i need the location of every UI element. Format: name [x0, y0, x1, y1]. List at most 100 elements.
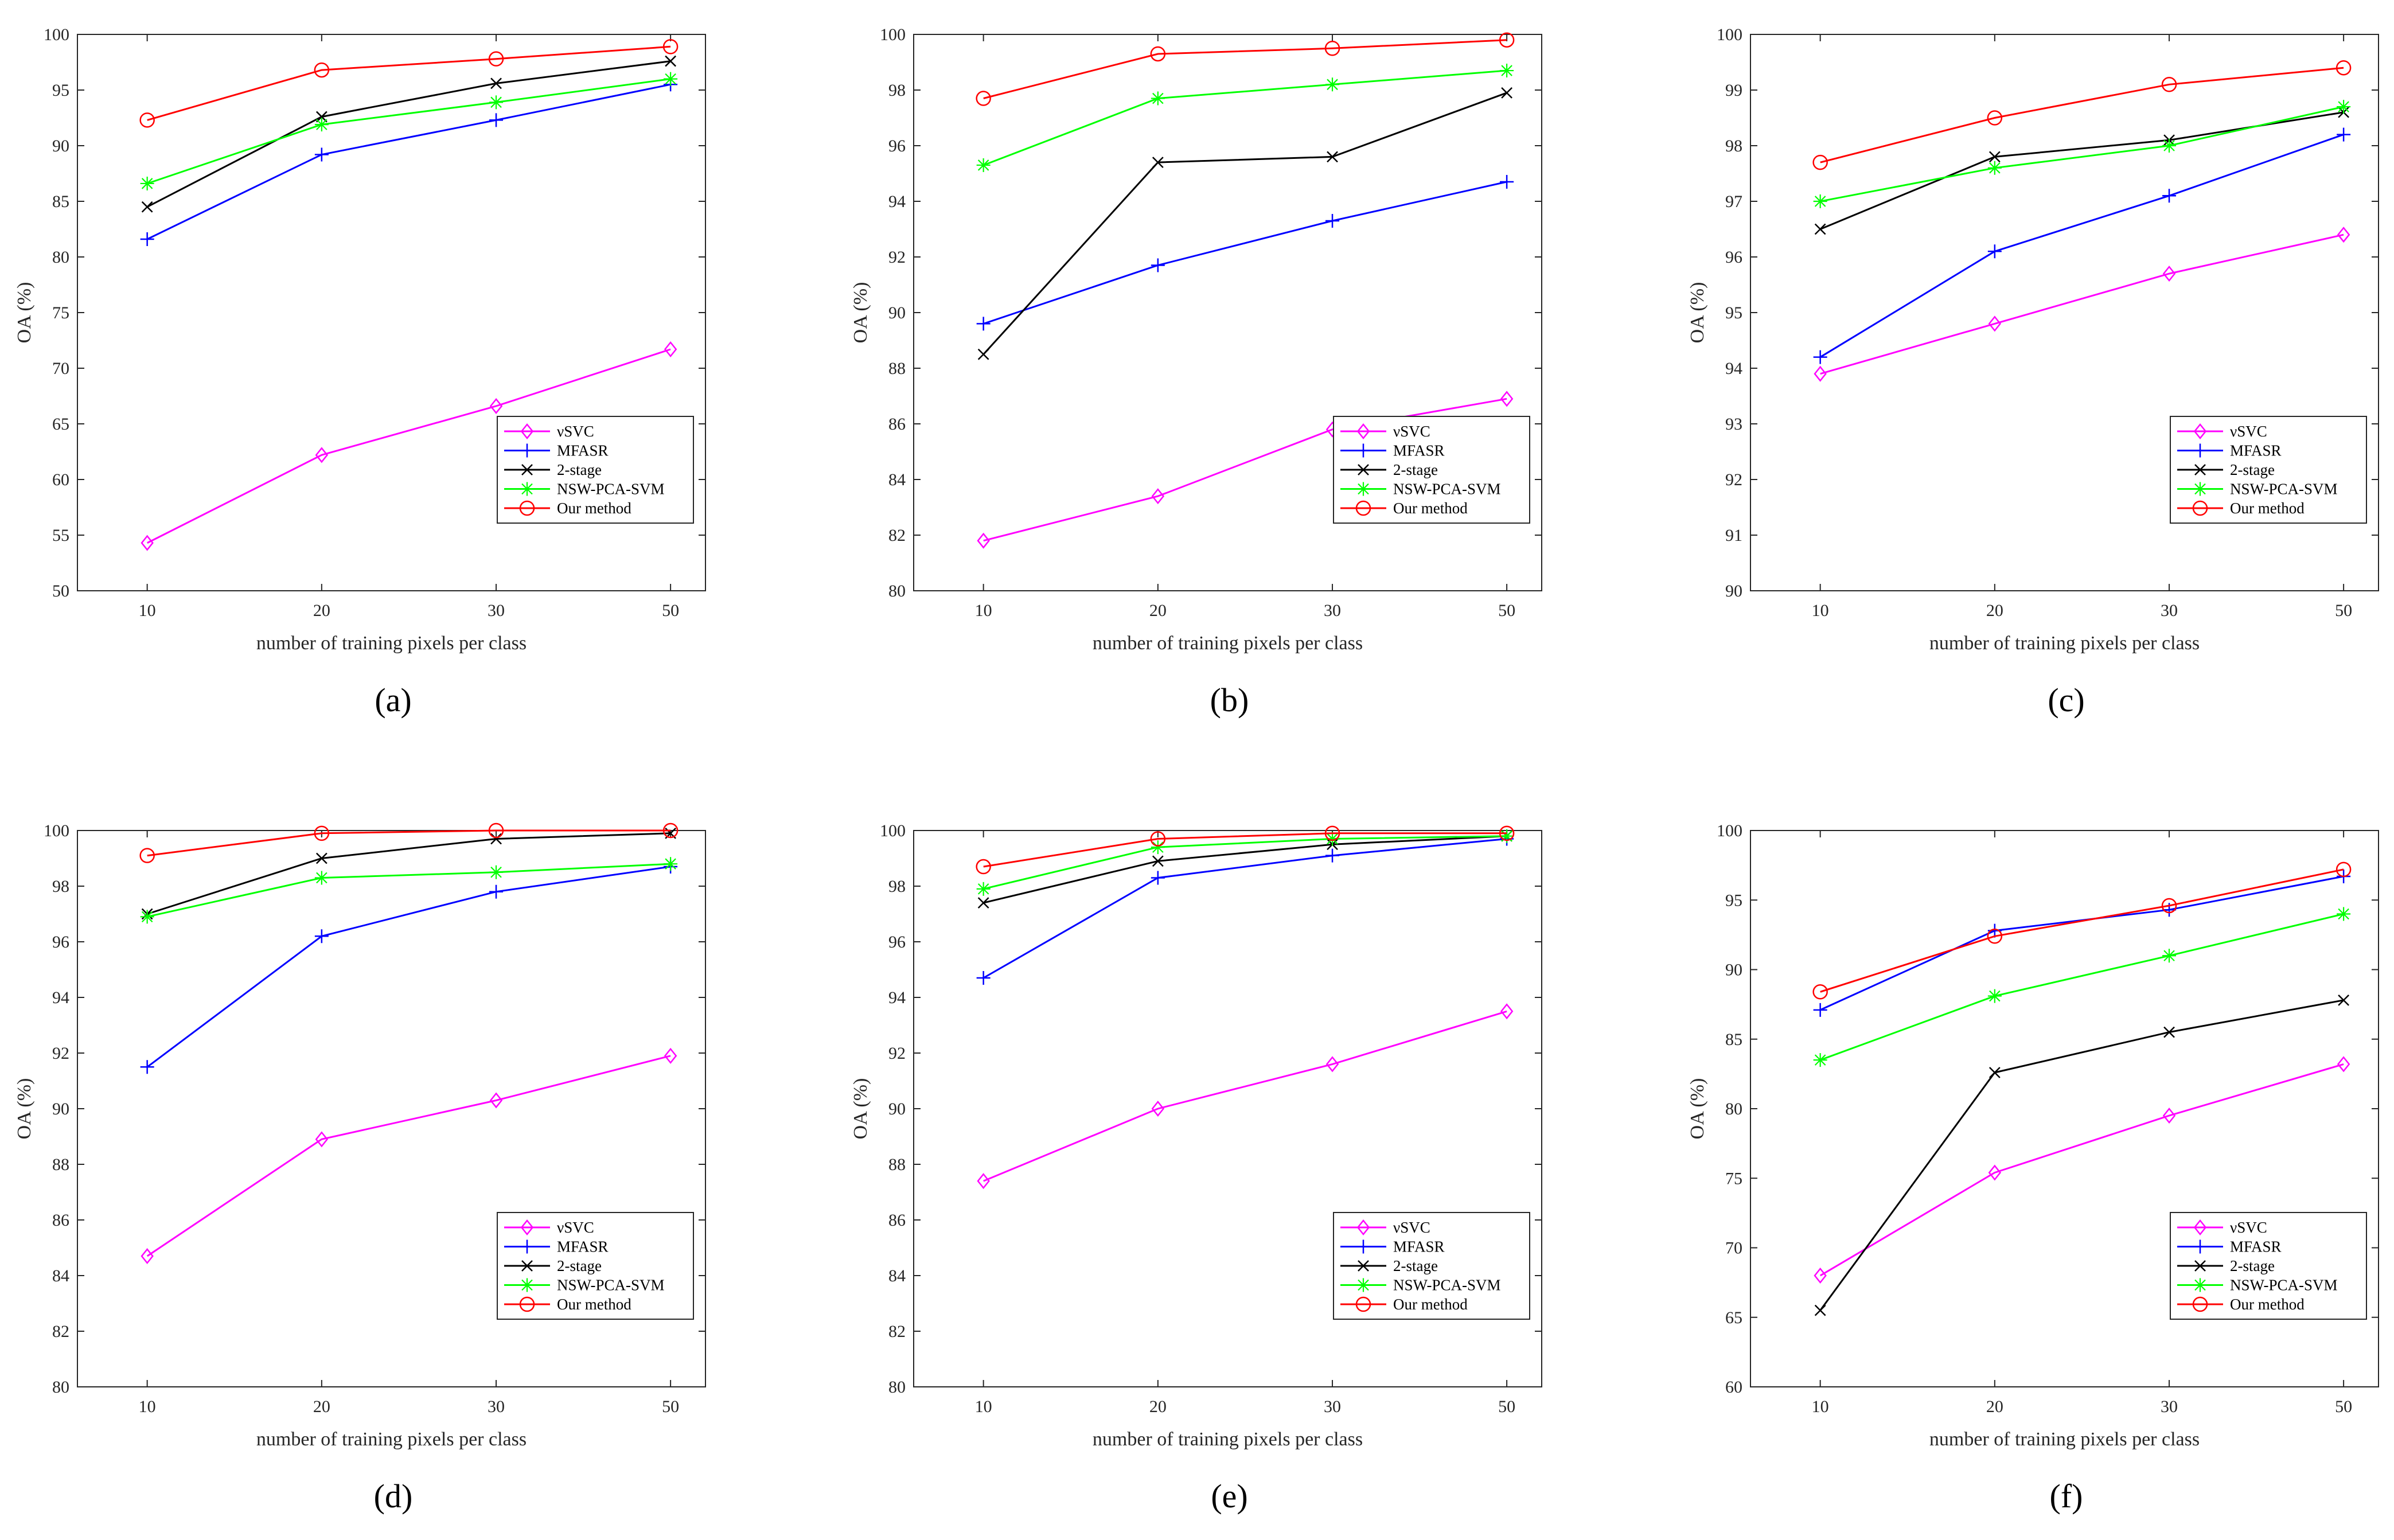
data-point-star [489, 95, 504, 110]
data-point-x [1814, 1304, 1826, 1316]
legend-marker-x [521, 464, 533, 475]
data-point-star [2337, 100, 2351, 114]
series-line-circle [1820, 868, 2344, 993]
data-point-circle [2335, 861, 2352, 878]
y-tick-label: 60 [1725, 1378, 1742, 1397]
panel-caption: (d) [374, 1477, 413, 1515]
y-tick-label: 96 [1725, 248, 1742, 267]
data-point-x [2163, 1026, 2175, 1038]
data-point-star [2162, 949, 2177, 963]
y-tick-label: 100 [880, 25, 906, 44]
y-tick-label: 93 [1725, 415, 1742, 434]
y-tick-label: 80 [52, 248, 69, 267]
data-point-star [976, 882, 991, 896]
x-axis-label: number of training pixels per class [256, 1429, 527, 1450]
x-tick-label: 20 [1149, 1397, 1167, 1416]
data-point-x [1152, 157, 1164, 168]
y-tick-label: 96 [52, 933, 69, 952]
data-point-diamond [1500, 1003, 1514, 1020]
series-line-plus [983, 181, 1507, 325]
panel-caption: (e) [1211, 1477, 1247, 1515]
x-tick-label: 50 [1498, 1397, 1515, 1416]
legend-label: NSW-PCA-SVM [2230, 481, 2338, 498]
data-point-plus [1151, 871, 1165, 885]
y-tick-label: 94 [888, 192, 906, 211]
data-point-diamond [489, 397, 503, 414]
data-point-diamond [315, 1131, 329, 1148]
legend-label: Our method [1393, 500, 1468, 517]
legend-marker-star [2193, 482, 2207, 496]
legend-label: MFASR [557, 1238, 609, 1256]
legend-label: MFASR [557, 442, 609, 459]
legend-label: 2-stage [2230, 1257, 2275, 1274]
legend-marker-plus [2193, 1239, 2207, 1254]
data-point-x [665, 55, 677, 67]
legend-marker-plus [1356, 443, 1370, 458]
y-tick-label: 90 [1725, 582, 1742, 601]
legend-marker-diamond [520, 1219, 534, 1236]
legend-label: NSW-PCA-SVM [1393, 1277, 1501, 1294]
legend-label: Our method [557, 500, 631, 517]
legend-label: NSW-PCA-SVM [1393, 481, 1501, 498]
y-tick-label: 90 [1725, 961, 1742, 980]
y-tick-label: 86 [888, 1211, 906, 1230]
chart-panel-c: 90 91 92 93 94 95 96 97 98 99 100 10 20 30 50 number of… [1687, 25, 2379, 719]
data-point-star [1325, 832, 1340, 846]
data-point-circle [2161, 898, 2177, 914]
x-tick-label: 30 [2161, 601, 2178, 620]
data-point-star [1813, 1053, 1827, 1067]
y-tick-label: 95 [1725, 303, 1742, 322]
series-line-x [1820, 111, 2344, 230]
series-line-diamond [983, 397, 1507, 542]
data-point-circle [139, 112, 155, 128]
data-point-circle [2335, 60, 2352, 76]
data-point-plus [1813, 1003, 1827, 1017]
x-tick-label: 20 [313, 1397, 330, 1416]
series-line-circle [147, 45, 671, 121]
data-point-plus [2162, 189, 2177, 203]
data-point-diamond [664, 1047, 677, 1064]
y-tick-label: 91 [1725, 526, 1742, 545]
data-point-diamond [489, 1092, 503, 1109]
series-line-star [983, 835, 1507, 890]
x-axis-label: number of training pixels per class [1093, 1429, 1363, 1450]
data-point-plus [489, 113, 504, 127]
series-line-star [1820, 913, 2344, 1061]
y-tick-label: 96 [888, 933, 906, 952]
data-point-diamond [1151, 1100, 1165, 1117]
data-point-diamond [2162, 1108, 2176, 1124]
data-point-circle [314, 62, 330, 78]
x-axis-label: number of training pixels per class [1929, 633, 2200, 654]
y-tick-label: 90 [52, 137, 69, 155]
data-point-circle [1150, 831, 1166, 847]
legend-marker-circle [1355, 500, 1371, 516]
y-tick-label: 90 [888, 303, 906, 322]
series-line-plus [1819, 134, 2344, 358]
legend-label: Our method [2230, 1296, 2305, 1313]
x-tick-label: 10 [139, 1397, 156, 1416]
y-tick-label: 92 [52, 1044, 69, 1063]
y-tick-label: 70 [52, 359, 69, 378]
legend-label: MFASR [1393, 442, 1445, 459]
x-axis-label: number of training pixels per class [1093, 633, 1363, 654]
y-tick-label: 82 [888, 526, 906, 545]
y-axis-label: OA (%) [14, 282, 35, 344]
y-tick-label: 94 [888, 988, 906, 1007]
x-tick-label: 10 [139, 601, 156, 620]
x-tick-label: 30 [1324, 1397, 1341, 1416]
x-tick-label: 50 [662, 1397, 679, 1416]
data-point-star [1500, 64, 1514, 78]
series-line-x [147, 60, 671, 208]
y-tick-label: 97 [1725, 192, 1742, 211]
y-tick-label: 80 [888, 582, 906, 601]
x-tick-label: 30 [1324, 601, 1341, 620]
y-tick-label: 100 [44, 821, 69, 840]
data-point-circle [2161, 77, 2177, 92]
data-point-circle [1987, 929, 2003, 944]
legend-label: 2-stage [2230, 461, 2275, 478]
data-point-diamond [1500, 391, 1514, 407]
y-tick-label: 65 [52, 415, 69, 434]
series-line-star [147, 78, 671, 185]
